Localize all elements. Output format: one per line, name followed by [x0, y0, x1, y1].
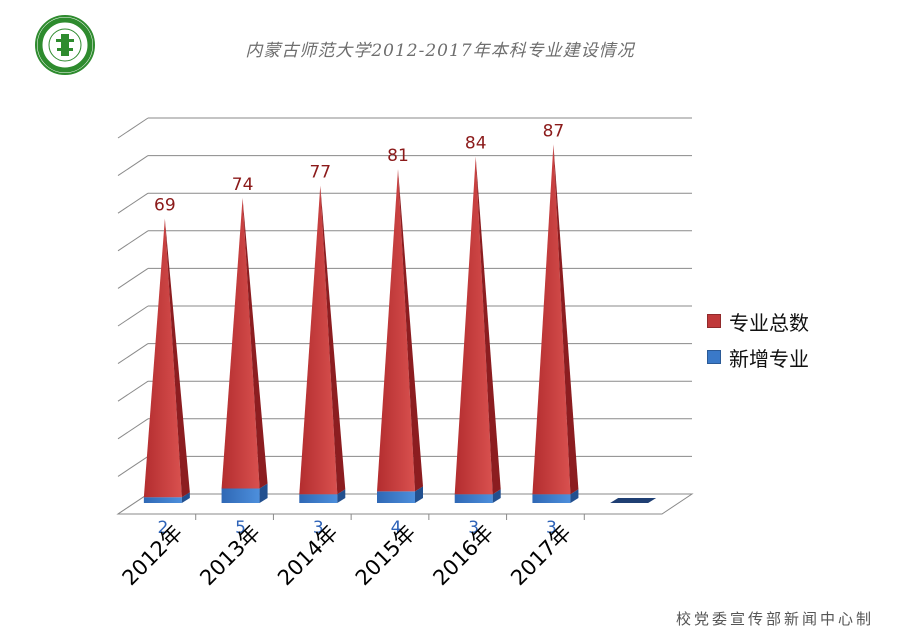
bar-total: [454, 156, 493, 495]
bar-new: [221, 488, 260, 503]
bar-total-side: [398, 169, 423, 492]
data-label-new: 5: [235, 518, 246, 538]
bar-new-side: [492, 489, 501, 503]
data-label-total: 81: [387, 146, 409, 166]
bar-new-side: [570, 489, 579, 503]
bar-total: [299, 185, 338, 495]
data-label-total: 69: [154, 196, 176, 216]
x-tick-label: 2016年: [428, 521, 498, 591]
data-label-new: 2: [157, 518, 168, 538]
gridline-side: [117, 418, 149, 440]
legend-swatch-new: [707, 350, 721, 364]
bar-new-side: [181, 492, 190, 503]
bar-new-side: [259, 483, 268, 503]
gridline-side: [117, 305, 149, 327]
chart-bars: [143, 144, 657, 503]
x-tick-label: 2017年: [506, 521, 576, 591]
data-label-total: 84: [465, 134, 487, 154]
bar-total-side: [475, 156, 501, 495]
data-label-total: 74: [232, 175, 254, 195]
gridline-side: [117, 455, 149, 477]
credit-text: 校党委宣传部新闻中心制: [675, 610, 874, 628]
bar-total-side: [164, 218, 190, 498]
x-tick-label: 2014年: [273, 521, 343, 591]
bar-new-side: [337, 489, 346, 503]
x-tick-label: 2013年: [195, 521, 265, 591]
university-seal-icon: [35, 15, 95, 75]
data-label-new: 4: [391, 518, 402, 538]
bar-total-side: [553, 144, 579, 495]
bar-empty: [610, 498, 657, 503]
bar-total-side: [320, 185, 346, 495]
bar-total: [377, 169, 415, 492]
data-label-new: 3: [313, 518, 324, 538]
bar-new: [299, 494, 338, 503]
bar-new: [532, 494, 571, 503]
gridline-side: [117, 267, 149, 289]
data-label-new: 3: [546, 518, 557, 538]
legend-label-total: 专业总数: [729, 310, 809, 335]
bar-new: [454, 494, 493, 503]
bar-total: [532, 144, 571, 495]
legend-label-new: 新增专业: [729, 346, 809, 371]
x-tick-label: 2015年: [351, 521, 421, 591]
legend-item-total: 专业总数: [707, 303, 809, 339]
x-tick-labels: 2012年 2013年 2014年 2015年 2016年 2017年: [118, 521, 576, 591]
gridline-side: [117, 343, 149, 365]
gridline-side: [117, 117, 149, 139]
bar-total-side: [242, 197, 268, 489]
data-label-new: 3: [468, 518, 479, 538]
x-tick-label: 2012年: [118, 521, 188, 591]
data-label-total: 87: [543, 121, 565, 141]
bar-new: [143, 497, 182, 503]
legend: 专业总数 新增专业: [707, 303, 809, 375]
bar-new: [377, 491, 415, 503]
page-title: 内蒙古师范大学2012-2017年本科专业建设情况: [245, 41, 635, 61]
data-label-total: 77: [309, 163, 331, 183]
gridline-side: [117, 155, 149, 177]
data-labels: 69 2 74 5 77 3 81 4 84 3 87 3: [154, 121, 564, 538]
bar-total: [143, 218, 182, 498]
bar-total: [221, 197, 260, 489]
legend-swatch-total: [707, 314, 721, 328]
gridline-side: [117, 380, 149, 402]
gridline-side: [117, 192, 149, 214]
gridline-side: [117, 230, 149, 252]
legend-item-new: 新增专业: [707, 339, 809, 375]
bar-new-side: [415, 486, 423, 503]
